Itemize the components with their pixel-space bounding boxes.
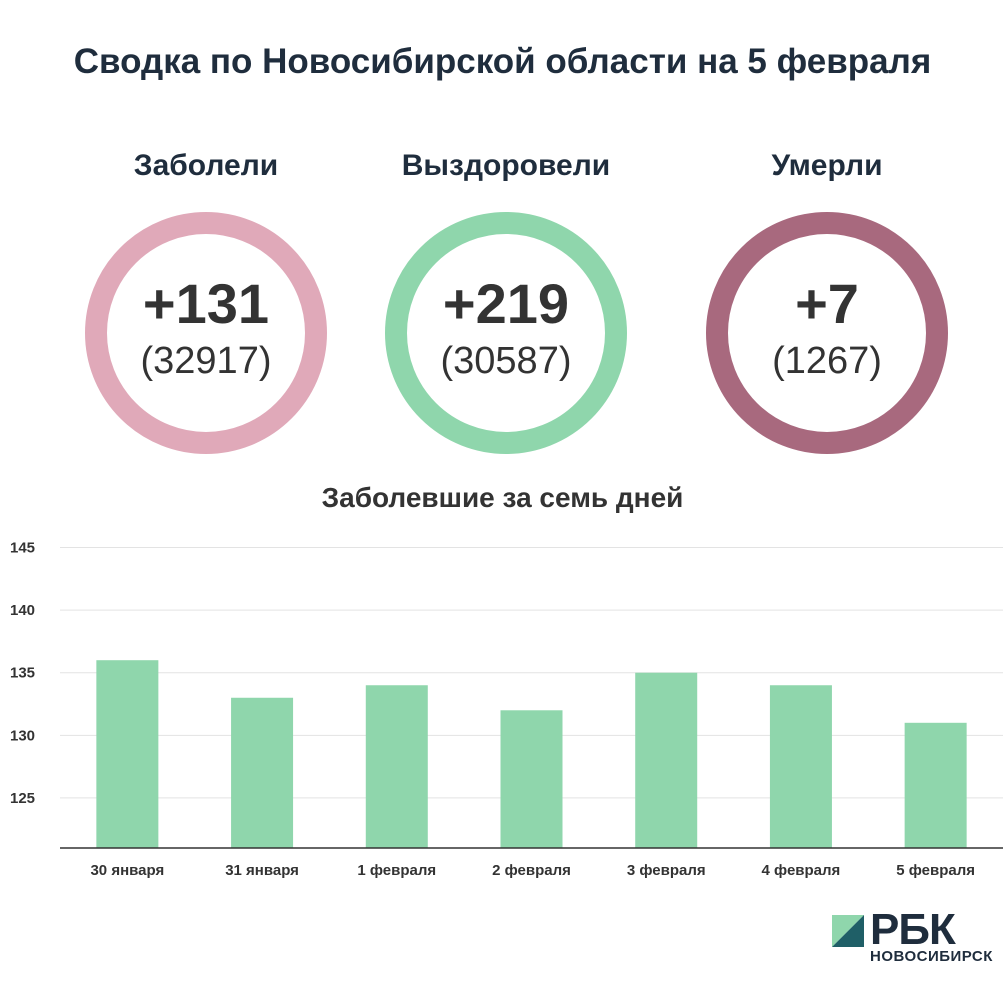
stat-infected-ring: +131 (32917) <box>85 212 327 454</box>
x-tick-label: 4 февраля <box>762 862 841 879</box>
x-tick-label: 30 января <box>90 862 164 879</box>
x-tick-label: 3 февраля <box>627 862 706 879</box>
stat-recovered-value: +219 <box>442 272 570 335</box>
rbc-logo-mark-icon <box>832 915 864 947</box>
stat-deaths-value: +7 <box>795 272 859 335</box>
y-tick-label: 130 <box>10 727 35 744</box>
bar <box>769 685 832 848</box>
stat-infected: Заболели +131 (32917) <box>56 145 356 454</box>
stat-infected-label: Заболели <box>133 149 279 182</box>
stat-recovered-label: Выздоровели <box>401 149 611 182</box>
bar <box>365 685 428 848</box>
rbc-logo: РБК НОВОСИБИРСК <box>832 906 997 972</box>
bar <box>231 697 294 848</box>
y-tick-label: 140 <box>10 602 35 619</box>
x-tick-label: 1 февраля <box>357 862 436 879</box>
stat-deaths-ring: +7 (1267) <box>706 212 948 454</box>
stat-recovered-ring: +219 (30587) <box>385 212 627 454</box>
rbc-logo-subtitle: НОВОСИБИРСК <box>870 948 993 965</box>
page-title: Сводка по Новосибирской области на 5 фев… <box>73 42 932 81</box>
rbc-logo-text: РБК <box>870 905 956 954</box>
stat-recovered: Выздоровели +219 (30587) <box>356 145 656 454</box>
stat-deaths-total: (1267) <box>772 340 882 382</box>
y-tick-label: 125 <box>10 790 35 807</box>
bar <box>904 722 967 848</box>
bar-chart: 125 130 135 140 145 30 января 31 января 1 февра… <box>10 540 1003 879</box>
bar <box>96 660 159 848</box>
stat-deaths-label: Умерли <box>771 149 883 182</box>
x-tick-label: 31 января <box>225 862 299 879</box>
stat-infected-value: +131 <box>142 272 270 335</box>
y-tick-label: 135 <box>10 665 35 682</box>
bar <box>635 672 698 848</box>
x-tick-label: 2 февраля <box>492 862 571 879</box>
stat-recovered-total: (30587) <box>440 340 572 382</box>
stat-deaths: Умерли +7 (1267) <box>677 145 977 454</box>
stat-infected-total: (32917) <box>140 340 272 382</box>
bar <box>500 710 563 848</box>
chart-title: Заболевшие за семь дней <box>321 482 684 513</box>
y-tick-label: 145 <box>10 540 35 557</box>
x-tick-label: 5 февраля <box>896 862 975 879</box>
